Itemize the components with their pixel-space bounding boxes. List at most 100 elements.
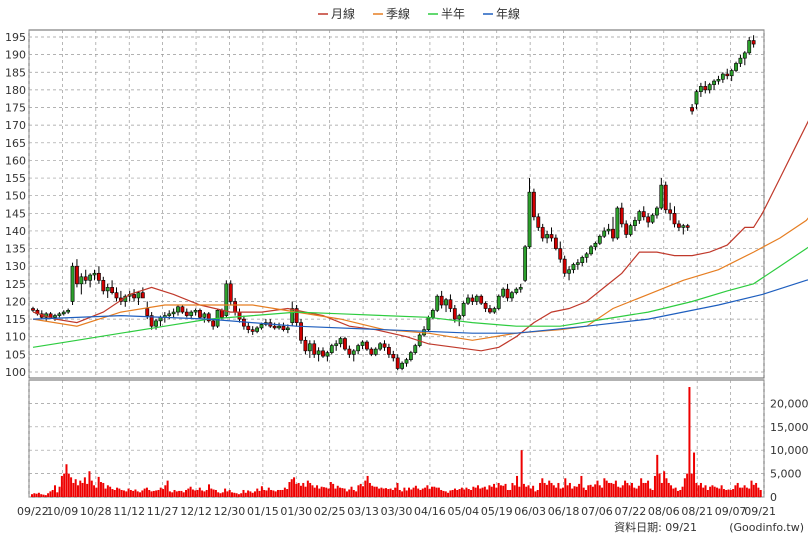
candle-body xyxy=(457,315,462,320)
volume-bar xyxy=(327,488,330,497)
candle-body xyxy=(325,352,330,357)
candle-body xyxy=(66,309,71,313)
volume-bar xyxy=(44,495,47,497)
volume-bar xyxy=(571,488,574,497)
volume-bar xyxy=(136,491,139,497)
volume-bar xyxy=(208,484,211,497)
candle-body xyxy=(316,350,321,355)
volume-bar xyxy=(557,482,560,497)
volume-bar xyxy=(440,489,443,497)
volume-bar xyxy=(113,489,116,497)
volume-bar xyxy=(109,486,112,497)
volume-bar xyxy=(502,485,505,497)
volume-bar xyxy=(437,487,440,497)
volume-bar xyxy=(104,488,107,497)
candle-body xyxy=(299,322,303,341)
price-tick-label: 175 xyxy=(5,102,26,115)
x-tick-label: 08/06 xyxy=(648,505,680,518)
volume-bar xyxy=(543,482,546,497)
volume-bar xyxy=(237,494,240,497)
volume-bar xyxy=(187,488,190,497)
volume-bar xyxy=(157,489,160,497)
candle-body xyxy=(734,63,738,71)
volume-bar xyxy=(352,489,355,497)
candle-body xyxy=(259,324,264,329)
volume-bar xyxy=(702,487,705,497)
volume-bar xyxy=(88,471,91,497)
candle-body xyxy=(584,253,589,258)
price-tick-label: 155 xyxy=(5,172,26,185)
candle-body xyxy=(373,348,378,355)
volume-bar xyxy=(270,489,273,497)
candle-body xyxy=(505,288,510,299)
volume-bar xyxy=(185,489,188,497)
volume-bar xyxy=(389,488,392,497)
volume-bar xyxy=(40,494,43,497)
volume-bar xyxy=(336,485,339,497)
candle-body xyxy=(382,343,387,348)
volume-bar xyxy=(306,480,309,497)
volume-bar xyxy=(451,489,454,497)
candle-body xyxy=(444,299,448,306)
volume-bar xyxy=(63,473,66,497)
volume-bar xyxy=(463,489,466,497)
candle-body xyxy=(430,309,435,318)
volume-bar xyxy=(449,490,452,497)
price-tick-label: 120 xyxy=(5,295,26,308)
volume-bar xyxy=(447,492,450,497)
volume-bar xyxy=(750,480,753,497)
volume-bar xyxy=(534,491,537,497)
candle-body xyxy=(211,320,216,327)
volume-bar xyxy=(407,487,410,497)
x-tick-label: 03/30 xyxy=(381,505,413,518)
candle-body xyxy=(329,345,334,353)
volume-bar xyxy=(757,487,760,497)
volume-bar xyxy=(230,492,233,497)
candle-body xyxy=(633,220,637,226)
volume-bar xyxy=(647,480,650,497)
volume-bar xyxy=(504,483,507,497)
volume-bar xyxy=(304,486,307,497)
volume-bar xyxy=(309,482,312,497)
volume-bar xyxy=(573,486,576,497)
candle-body xyxy=(184,311,189,316)
volume-bar xyxy=(713,486,716,497)
volume-bar xyxy=(509,489,512,497)
volume-bar xyxy=(741,487,744,497)
volume-bar xyxy=(637,485,640,497)
volume-bar xyxy=(665,478,668,497)
x-tick-label: 05/04 xyxy=(447,505,479,518)
volume-bar xyxy=(697,485,700,497)
volume-bar xyxy=(143,488,146,497)
candle-body xyxy=(114,292,119,299)
candle-body xyxy=(140,292,145,299)
candle-body xyxy=(567,269,571,274)
candle-body xyxy=(57,313,62,316)
candle-body xyxy=(536,216,541,228)
x-tick-label: 11/12 xyxy=(113,505,145,518)
volume-bar xyxy=(171,492,174,497)
candle-body xyxy=(365,341,369,350)
volume-bar xyxy=(430,486,433,497)
volume-bar xyxy=(513,485,516,497)
volume-bar xyxy=(442,490,445,497)
volume-bar xyxy=(228,489,231,497)
candle-body xyxy=(646,216,651,223)
volume-bar xyxy=(260,486,263,497)
x-tick-label: 12/12 xyxy=(180,505,212,518)
volume-bar xyxy=(86,483,89,497)
volume-bar xyxy=(403,487,406,497)
candle-body xyxy=(523,246,528,281)
volume-bar xyxy=(240,493,243,497)
ma-line-1 xyxy=(32,217,808,341)
candle-body xyxy=(593,242,598,248)
x-tick-label: 10/09 xyxy=(47,505,79,518)
candle-body xyxy=(659,184,664,209)
volume-bar xyxy=(166,480,169,497)
price-tick-label: 165 xyxy=(5,137,26,150)
volume-bar xyxy=(49,491,52,497)
candle-body xyxy=(400,362,404,369)
candle-body xyxy=(369,348,374,355)
volume-bar xyxy=(219,493,222,497)
candle-body xyxy=(290,308,295,323)
